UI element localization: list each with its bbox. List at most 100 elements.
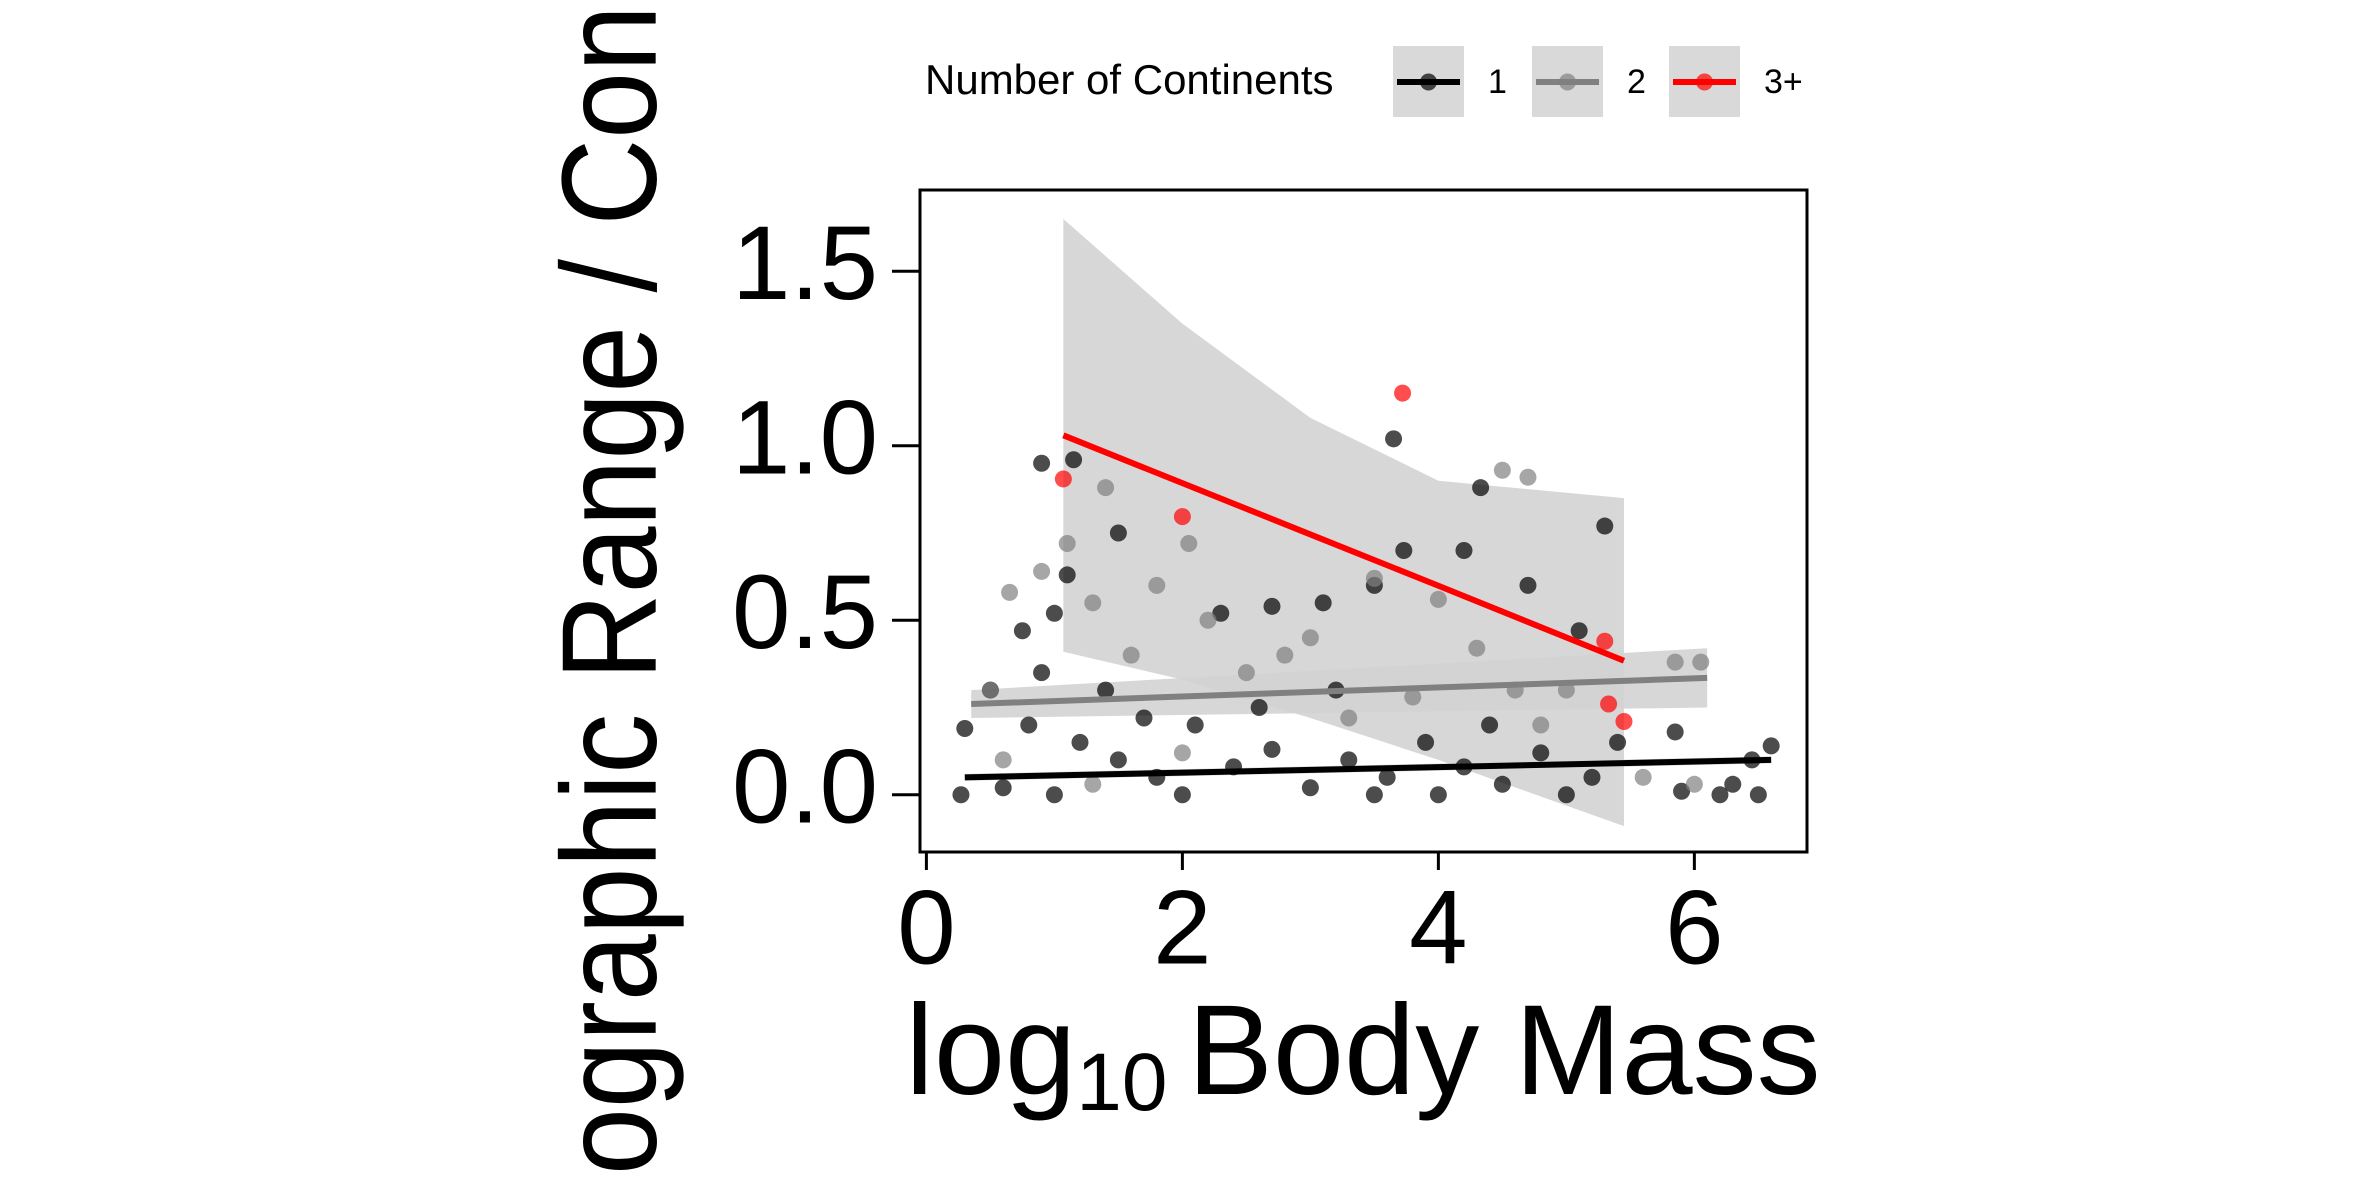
point [1724, 775, 1742, 793]
point [981, 681, 999, 699]
point [1263, 597, 1281, 615]
point [1084, 775, 1102, 793]
legend-label: 1 [1488, 63, 1507, 101]
legend-label: 3+ [1764, 63, 1803, 101]
x-tick-label: 2 [1153, 870, 1211, 987]
legend-key-point [1696, 73, 1713, 91]
point [1071, 733, 1089, 751]
y-tick-label: 0.0 [732, 729, 878, 846]
point [1054, 470, 1072, 488]
x-tick-label: 4 [1409, 870, 1467, 987]
point [956, 719, 974, 737]
point [1122, 646, 1140, 664]
point [1685, 775, 1703, 793]
x-tick-label: 6 [1665, 870, 1723, 987]
point [1276, 646, 1294, 664]
x-axis-title: log10 Body Mass [905, 979, 1820, 1128]
plot-area [952, 218, 1780, 827]
point [1378, 768, 1396, 786]
point [994, 751, 1012, 769]
point [1385, 430, 1403, 448]
point [1109, 751, 1127, 769]
point [1314, 594, 1332, 612]
point [1749, 786, 1767, 804]
legend-key-point [1420, 73, 1437, 91]
point [1455, 541, 1473, 559]
point [1404, 688, 1422, 706]
point [1212, 604, 1230, 622]
point [1033, 664, 1051, 682]
point [1173, 508, 1191, 526]
point [1493, 775, 1511, 793]
point [1493, 461, 1511, 479]
point [1673, 782, 1691, 800]
point [952, 786, 970, 804]
point [1033, 454, 1051, 472]
point [1065, 451, 1083, 469]
legend-title: Number of Continents [925, 56, 1334, 103]
point [1045, 786, 1063, 804]
point [1301, 779, 1319, 797]
point [1199, 611, 1217, 629]
point [1237, 664, 1255, 682]
point [1666, 723, 1684, 741]
point [1301, 629, 1319, 647]
point [1395, 541, 1413, 559]
point [1148, 576, 1166, 594]
point [1570, 622, 1588, 640]
point [1173, 744, 1191, 762]
point [1186, 716, 1204, 734]
point [1340, 751, 1358, 769]
y-tick-label: 1.5 [732, 205, 878, 322]
legend-label: 2 [1627, 63, 1646, 101]
panel-border [918, 188, 1809, 854]
confidence-ribbon [1063, 218, 1624, 827]
point [1180, 535, 1198, 553]
legend-key-point [1559, 73, 1576, 91]
point [1045, 604, 1063, 622]
fit-line [971, 674, 1708, 708]
point [1666, 653, 1684, 671]
point [1394, 384, 1412, 402]
point [1263, 740, 1281, 758]
point [1596, 517, 1614, 535]
point [1481, 716, 1499, 734]
point [1097, 681, 1115, 699]
point [1519, 576, 1537, 594]
point [1001, 583, 1019, 601]
point [1058, 566, 1076, 584]
point [1429, 786, 1447, 804]
point [1173, 786, 1191, 804]
point [1365, 786, 1383, 804]
point [1532, 744, 1550, 762]
point [1596, 632, 1614, 650]
point [1417, 733, 1435, 751]
point [1365, 569, 1383, 587]
y-tick-label: 0.5 [732, 554, 878, 671]
point [994, 779, 1012, 797]
point [1532, 716, 1550, 734]
point [1519, 468, 1537, 486]
point [1557, 786, 1575, 804]
point [1711, 786, 1729, 804]
point [1429, 590, 1447, 608]
point [1468, 639, 1486, 657]
fit-line [964, 756, 1772, 781]
fit-line [1062, 432, 1626, 664]
point [1583, 768, 1601, 786]
y-axis-title: ographic Range / Con [534, 5, 685, 1175]
x-axis-title-sub: 10 [1076, 1037, 1167, 1128]
point [1084, 594, 1102, 612]
x-axis-title-rest: Body Mass [1187, 979, 1820, 1122]
point [1135, 709, 1153, 727]
point [1033, 562, 1051, 580]
point [1013, 622, 1031, 640]
y-tick-label: 1.0 [732, 380, 878, 497]
point [1097, 479, 1115, 497]
point [1692, 653, 1710, 671]
point [1609, 733, 1627, 751]
point [1634, 768, 1652, 786]
point [1020, 716, 1038, 734]
point [1762, 737, 1780, 755]
